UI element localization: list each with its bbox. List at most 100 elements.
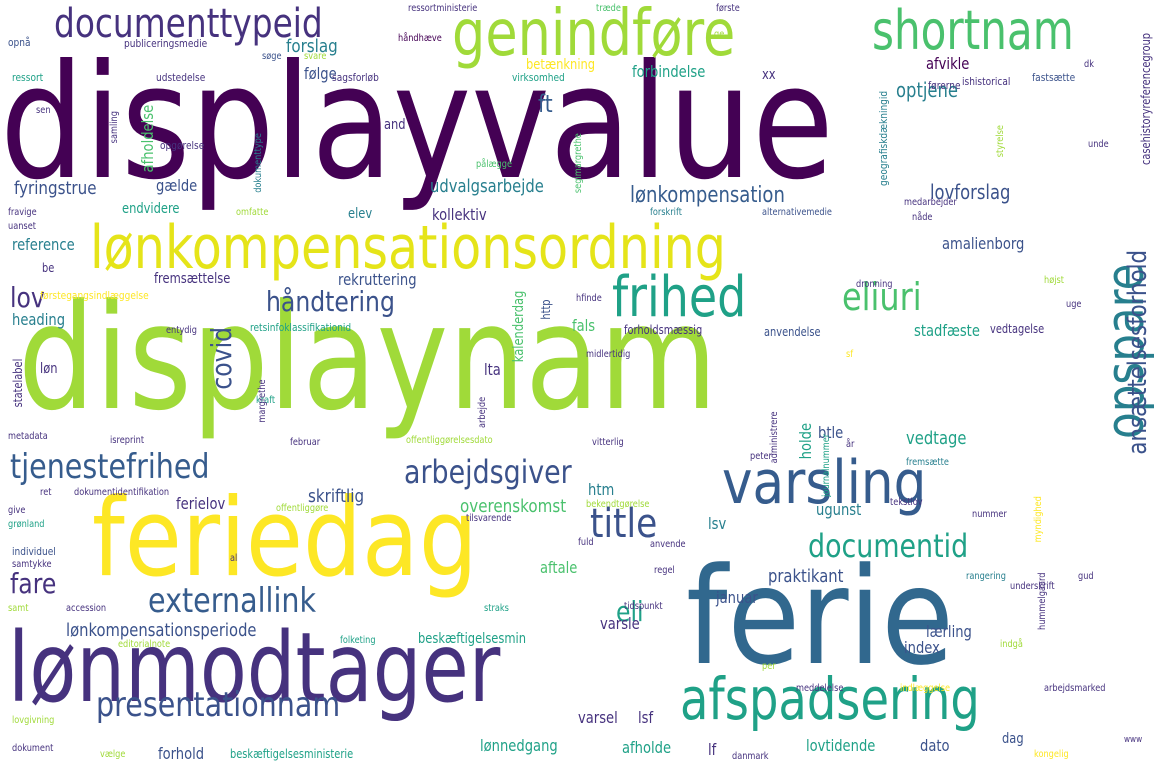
word: styrelse [995, 125, 1006, 158]
word: tidspunkt [624, 601, 663, 612]
word: regel [654, 565, 675, 576]
word: straks [484, 603, 509, 614]
word: februar [290, 437, 321, 448]
word: lovgivning [12, 715, 55, 726]
word: kraft [256, 395, 276, 406]
word: presentationnam [96, 685, 341, 725]
word: and [384, 117, 406, 133]
word: nummer [972, 509, 1007, 520]
word: tjenestefrihed [10, 447, 210, 487]
word: kongelig [1034, 749, 1069, 760]
word: år [846, 439, 855, 450]
word: håndtering [266, 285, 395, 318]
word: gud [1078, 571, 1094, 582]
word: entydig [166, 325, 198, 336]
word: lønmodtager [8, 612, 501, 724]
word: samt [8, 603, 29, 614]
word: optjene [896, 78, 959, 102]
word: afholdelse [138, 104, 157, 173]
word: be [42, 261, 55, 275]
word: dk [1084, 59, 1094, 70]
word: meddelelse [796, 683, 844, 694]
word: lønkompensation [630, 183, 785, 208]
word: per [762, 661, 776, 672]
word: afholde [622, 738, 672, 757]
word: dokumenttype [253, 133, 264, 193]
word: unde [1088, 139, 1109, 150]
word: opnå [8, 36, 31, 49]
word: ansættelsesforhold [1123, 249, 1153, 455]
word: displayvalue [0, 31, 834, 215]
word: forholdsmæssig [624, 323, 703, 337]
word: aftale [540, 558, 578, 577]
word: tilsvarende [466, 513, 512, 524]
word: htm [588, 480, 615, 499]
word: retsinfoklassifikationid [250, 321, 352, 334]
word: forhold [158, 744, 205, 763]
word: søge [262, 51, 282, 62]
word: udvalgsarbejde [430, 176, 544, 197]
word: amalienborg [942, 234, 1025, 253]
word: btle [818, 423, 844, 442]
word: nåde [912, 212, 933, 223]
word: folketing [340, 635, 376, 646]
word: hfinde [576, 293, 602, 304]
word: xx [762, 67, 776, 83]
word: forbindelse [632, 62, 706, 81]
word: shortnam [872, 0, 1074, 62]
word: arbejdsmarked [1044, 683, 1106, 694]
word: dato [920, 736, 950, 755]
word: ressortministerie [408, 3, 478, 14]
word: covid [205, 326, 238, 390]
word: indgå [1000, 639, 1023, 650]
word: offentliggørelsesdato [406, 435, 493, 446]
word: vedtagelse [990, 322, 1045, 336]
word: editorialnote [118, 639, 171, 650]
word: heading [12, 310, 66, 329]
word: indlæggelse [900, 683, 951, 694]
word: første [716, 3, 740, 14]
word: fravige [8, 207, 37, 218]
word: løn [40, 361, 58, 377]
word: sf [846, 349, 854, 360]
word: dronning [856, 279, 893, 290]
word: metadata [8, 431, 48, 442]
word: casehistoryreferencegroup [1139, 32, 1153, 166]
word: vælge [100, 749, 126, 760]
word: eliuri [842, 275, 922, 319]
word: omfatte [236, 207, 269, 218]
word: afvikle [926, 54, 970, 73]
word: al [230, 553, 238, 564]
word: vedtage [906, 428, 967, 449]
word: pålægge [476, 159, 513, 170]
word: tekstlov [890, 497, 923, 508]
word: samling [109, 111, 120, 144]
word: fare [10, 567, 57, 600]
word: peter [750, 451, 772, 462]
word: ugunst [816, 500, 862, 519]
word: kalenderdag [511, 290, 527, 363]
word: førerne [928, 79, 961, 92]
word: gælde [156, 176, 198, 195]
word: kollektiv [432, 205, 487, 224]
word: http [539, 299, 553, 320]
word: dokumentidentifikation [74, 487, 170, 498]
word: isreprint [110, 435, 145, 446]
word: januar [716, 588, 758, 607]
word: danmark [732, 751, 769, 762]
word: ft [538, 90, 553, 118]
word: afspadsering [680, 665, 980, 733]
word: fremsætte [906, 457, 949, 468]
word: samtykke [12, 559, 52, 570]
word: praktikant [768, 566, 844, 587]
word: lov [10, 281, 45, 314]
word: documentid [808, 527, 969, 565]
word: arbejdsgiver [404, 453, 572, 491]
word: dokument [12, 743, 54, 754]
word: anvendelse [764, 325, 821, 339]
word: lønkompensationsordning [90, 213, 727, 283]
word: rangering [966, 571, 1006, 582]
word: uanset [8, 221, 36, 232]
word: margrethe [257, 379, 268, 423]
word: varsel [578, 708, 618, 727]
